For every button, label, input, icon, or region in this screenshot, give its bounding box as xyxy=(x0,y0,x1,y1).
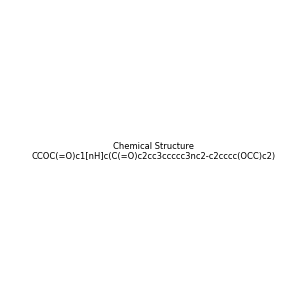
Text: Chemical Structure
CCOC(=O)c1[nH]c(C(=O)c2cc3ccccc3nc2-c2cccc(OCC)c2): Chemical Structure CCOC(=O)c1[nH]c(C(=O)… xyxy=(32,142,276,161)
